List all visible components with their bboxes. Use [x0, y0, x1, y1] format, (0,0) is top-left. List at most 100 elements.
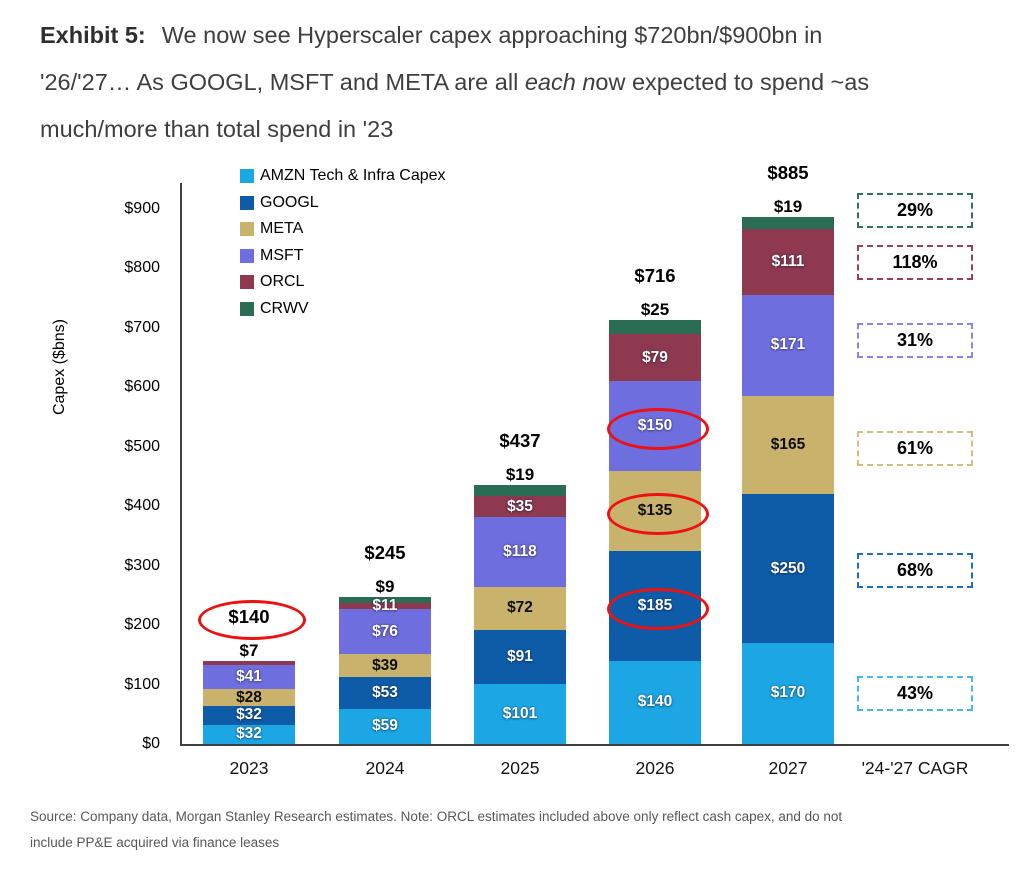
y-tick-label: $500	[124, 437, 160, 455]
bar-segment-GOOGL-2024	[339, 677, 431, 709]
y-tick-label: $900	[124, 200, 160, 217]
cagr-box-META: 61%	[857, 431, 973, 467]
highlight-ellipse-META-2026	[607, 492, 709, 535]
segment-value-GOOGL-2023: $32	[236, 706, 262, 724]
bar-segment-AMZN-2023	[203, 724, 295, 744]
bar-segment-AMZN-2024	[339, 708, 431, 744]
legend-label-CRWV: CRWV	[260, 299, 309, 317]
title-line-2: '26/'27… As GOOGL, MSFT and META are all…	[40, 59, 990, 106]
y-axis-line	[180, 183, 182, 746]
above-value-CRWV-2027: $19	[773, 197, 803, 217]
title-line-2-pre: '26/'27… As GOOGL, MSFT and META are all	[40, 69, 525, 95]
y-tick-label: $0	[142, 735, 160, 752]
cagr-box-AMZN: 43%	[857, 676, 973, 712]
bar-segment-ORCL-2025	[474, 496, 566, 517]
segment-value-MSFT-2025: $118	[503, 542, 537, 560]
above-value-CRWV-2024: $9	[375, 577, 395, 597]
cagr-box-MSFT: 31%	[857, 322, 973, 358]
exhibit-title: Exhibit 5: We now see Hyperscaler capex a…	[40, 12, 990, 153]
highlight-ellipse-GOOGL-2026	[607, 587, 709, 630]
source-line-2: include PP&E acquired via finance leases	[30, 835, 280, 850]
legend-swatch-MSFT-icon	[240, 248, 254, 263]
title-line-1: Exhibit 5: We now see Hyperscaler capex a…	[40, 12, 990, 59]
bar-segment-MSFT-2023	[203, 664, 295, 690]
x-axis-label-2023: 2023	[229, 758, 269, 778]
source-line-1: Source: Company data, Morgan Stanley Res…	[30, 809, 843, 824]
bar-segment-META-2024	[339, 654, 431, 678]
legend-swatch-GOOGL-icon	[240, 195, 254, 210]
title-line-1-text: We now see Hyperscaler capex approaching…	[161, 22, 823, 48]
legend-label-AMZN: AMZN Tech & Infra Capex	[260, 167, 446, 184]
segment-value-META-2025: $72	[507, 599, 533, 617]
y-tick-label: $800	[124, 259, 160, 277]
bar-segment-CRWV-2026	[609, 319, 701, 335]
bar-segment-META-2023	[203, 689, 295, 706]
x-axis-line	[180, 744, 1009, 746]
bar-segment-ORCL-2023	[203, 660, 295, 665]
bar-segment-MSFT-2024	[339, 609, 431, 655]
bar-segment-GOOGL-2023	[203, 705, 295, 725]
segment-value-MSFT-2027: $171	[770, 336, 806, 354]
bar-segment-GOOGL-2027	[742, 494, 834, 643]
bar-segment-META-2025	[474, 587, 566, 630]
bar-segment-ORCL-2026	[609, 334, 701, 382]
segment-value-ORCL-2027: $111	[771, 252, 805, 270]
y-tick-label: $300	[124, 556, 160, 574]
bar-segment-CRWV-2024	[339, 597, 431, 603]
bar-total-2025: $437	[499, 429, 541, 451]
bar-segment-AMZN-2026	[609, 660, 701, 744]
bar-segment-CRWV-2025	[474, 484, 566, 497]
segment-value-ORCL-2025: $35	[507, 497, 533, 515]
segment-value-AMZN-2024: $59	[372, 717, 398, 735]
bar-segment-CRWV-2027	[742, 217, 834, 229]
segment-value-ORCL-2026: $79	[642, 348, 668, 366]
bar-total-2026: $716	[634, 264, 676, 286]
x-axis-label-2025: 2025	[500, 758, 540, 778]
bar-total-2024: $245	[364, 542, 406, 564]
segment-value-GOOGL-2025: $91	[507, 647, 533, 665]
y-tick-label: $700	[124, 318, 160, 336]
y-tick-label: $100	[124, 675, 160, 693]
y-axis-title: Capex ($bns)	[51, 318, 68, 416]
y-tick-label: $200	[124, 616, 160, 634]
bar-segment-META-2027	[742, 396, 834, 495]
above-value-CRWV-2025: $19	[505, 464, 535, 484]
legend-label-ORCL: ORCL	[260, 273, 305, 290]
segment-value-GOOGL-2024: $53	[372, 684, 398, 702]
bar-segment-AMZN-2027	[742, 642, 834, 744]
cagr-box-GOOGL: 68%	[857, 553, 973, 589]
segment-value-META-2027: $165	[770, 436, 806, 454]
segment-value-AMZN-2026: $140	[637, 693, 673, 711]
segment-value-GOOGL-2027: $250	[770, 559, 806, 577]
segment-value-ORCL-2024: $11	[372, 596, 398, 614]
above-value-CRWV-2026: $25	[640, 299, 670, 319]
bar-segment-MSFT-2027	[742, 294, 834, 397]
title-line-2-post: ow expected to spend ~as	[595, 69, 870, 95]
segment-value-AMZN-2023: $32	[236, 725, 262, 743]
legend-swatch-ORCL-icon	[240, 275, 254, 289]
cagr-box-CRWV: 29%	[857, 193, 973, 229]
segment-value-MSFT-2023: $41	[236, 668, 262, 686]
bar-total-2027: $885	[767, 162, 809, 184]
segment-value-META-2023: $28	[236, 688, 262, 706]
legend-swatch-AMZN-icon	[240, 169, 254, 183]
highlight-ellipse-total-2023	[198, 599, 306, 640]
x-axis-label-2026: 2026	[635, 758, 675, 778]
title-line-3: much/more than total spend in '23	[40, 116, 394, 142]
y-tick-label: $600	[124, 378, 160, 396]
legend-label-META: META	[260, 220, 304, 237]
segment-value-AMZN-2025: $101	[502, 704, 538, 722]
bar-segment-AMZN-2025	[474, 683, 566, 744]
bar-segment-ORCL-2027	[742, 228, 834, 295]
y-tick-label: $400	[124, 497, 160, 515]
x-axis-label-cagr: '24-'27 CAGR	[861, 758, 969, 778]
title-line-2-italic: each n	[524, 69, 596, 95]
legend-label-GOOGL: GOOGL	[260, 193, 319, 211]
legend-swatch-META-icon	[240, 222, 254, 236]
legend-label-MSFT: MSFT	[260, 246, 304, 264]
x-axis-label-2024: 2024	[365, 758, 405, 778]
bar-segment-GOOGL-2025	[474, 629, 566, 684]
highlight-ellipse-MSFT-2026	[607, 407, 709, 450]
